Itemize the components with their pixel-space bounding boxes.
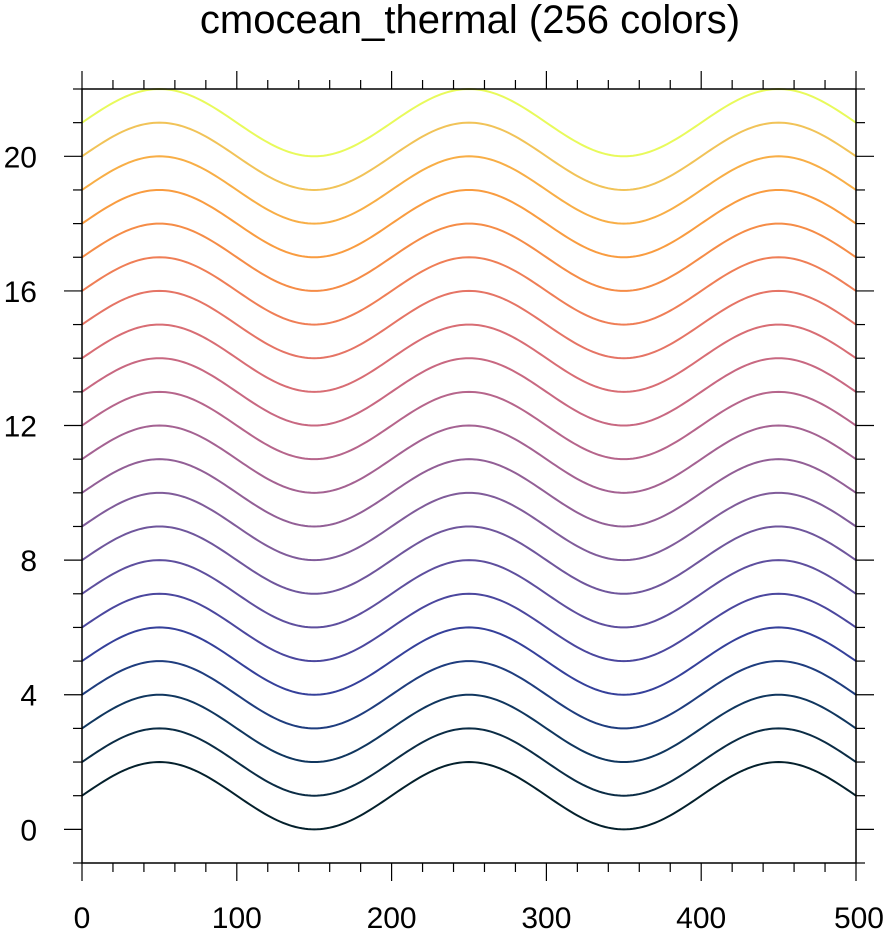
chart-title: cmocean_thermal (256 colors): [200, 0, 740, 42]
series-line-10: [81, 458, 857, 528]
x-tick-label: 400: [676, 902, 726, 935]
plot-frame: [81, 88, 857, 864]
series-line-4: [81, 660, 857, 730]
series-line-6: [81, 592, 857, 663]
series-line-2: [81, 727, 857, 797]
y-tick-label: 4: [20, 680, 37, 713]
series-line-3: [81, 693, 857, 764]
series-line-7: [81, 559, 857, 629]
series-line-11: [81, 424, 857, 494]
series-line-14: [81, 323, 857, 393]
series-line-15: [81, 289, 857, 360]
series-line-19: [81, 155, 857, 225]
series-line-13: [81, 357, 857, 427]
series-line-9: [81, 491, 857, 562]
series-line-17: [81, 222, 857, 292]
x-tick-label: 100: [212, 902, 262, 935]
x-tick-label: 300: [521, 902, 571, 935]
tick-labels: 0 100 200 300 400 500 0 4 8 12 16 20: [4, 141, 884, 935]
y-tick-label: 12: [4, 411, 37, 444]
series-line-18: [81, 188, 857, 259]
x-tick-label: 0: [74, 902, 91, 935]
series-line-8: [81, 525, 857, 595]
series-line-16: [81, 256, 857, 326]
y-tick-label: 20: [4, 141, 37, 174]
y-tick-label: 8: [20, 545, 37, 578]
series-line-5: [81, 626, 857, 696]
y-tick-label: 0: [20, 814, 37, 847]
axis-ticks: [64, 71, 874, 881]
series-line-20: [81, 121, 857, 191]
x-tick-label: 500: [834, 902, 884, 935]
series-line-1: [81, 761, 857, 831]
series-group: [81, 87, 857, 831]
x-tick-label: 200: [367, 902, 417, 935]
y-tick-label: 16: [4, 276, 37, 309]
series-line-12: [81, 390, 857, 461]
